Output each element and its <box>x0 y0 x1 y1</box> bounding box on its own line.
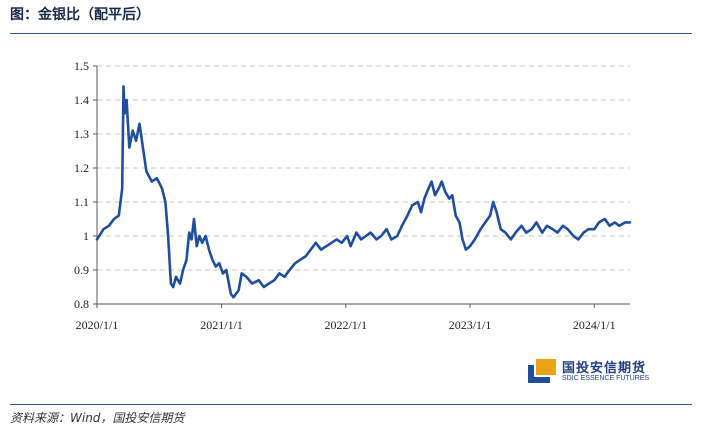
logo-chinese-name: 国投安信期货 <box>562 361 647 376</box>
top-rule <box>10 33 692 34</box>
y-tick-label: 0.8 <box>74 297 89 311</box>
y-tick-labels: 0.8 0.9 1 1.1 1.2 1.3 1.4 1.5 <box>74 59 89 311</box>
y-tick-label: 1.2 <box>74 161 89 175</box>
bottom-rule <box>10 404 692 405</box>
line-chart: 0.80.911.11.21.31.41.5 2020/1/1 2021/1/1 2… <box>74 59 632 332</box>
y-tick-label: 1.3 <box>74 127 89 141</box>
source-note: 资料来源：Wind，国投安信期货 <box>10 411 185 425</box>
x-tick-labels: 2020/1/1 2021/1/1 2022/1/1 2023/1/1 2024/1/1 <box>76 318 616 332</box>
grid-lines <box>97 65 630 271</box>
company-logo: 国投安信期货 SDIC ESSENCE FUTURES <box>528 357 698 387</box>
series-line <box>95 85 632 299</box>
y-tick-label: 1.1 <box>74 195 89 209</box>
logo-english-name: SDIC ESSENCE FUTURES <box>562 375 650 382</box>
x-tick-label: 2021/1/1 <box>200 318 243 332</box>
y-tick-label: 1.4 <box>74 93 89 107</box>
y-tick-label: 1.5 <box>74 59 89 73</box>
x-tick-label: 2022/1/1 <box>324 318 367 332</box>
y-tick-label: 1 <box>83 229 89 243</box>
axes <box>93 65 630 308</box>
x-tick-label: 2020/1/1 <box>76 318 119 332</box>
figure-title: 图：金银比（配平后） <box>10 7 150 23</box>
y-tick-label: 0.9 <box>74 263 89 277</box>
x-tick-label: 2024/1/1 <box>573 318 616 332</box>
logo-mark-icon <box>528 359 556 383</box>
x-tick-label: 2023/1/1 <box>449 318 492 332</box>
